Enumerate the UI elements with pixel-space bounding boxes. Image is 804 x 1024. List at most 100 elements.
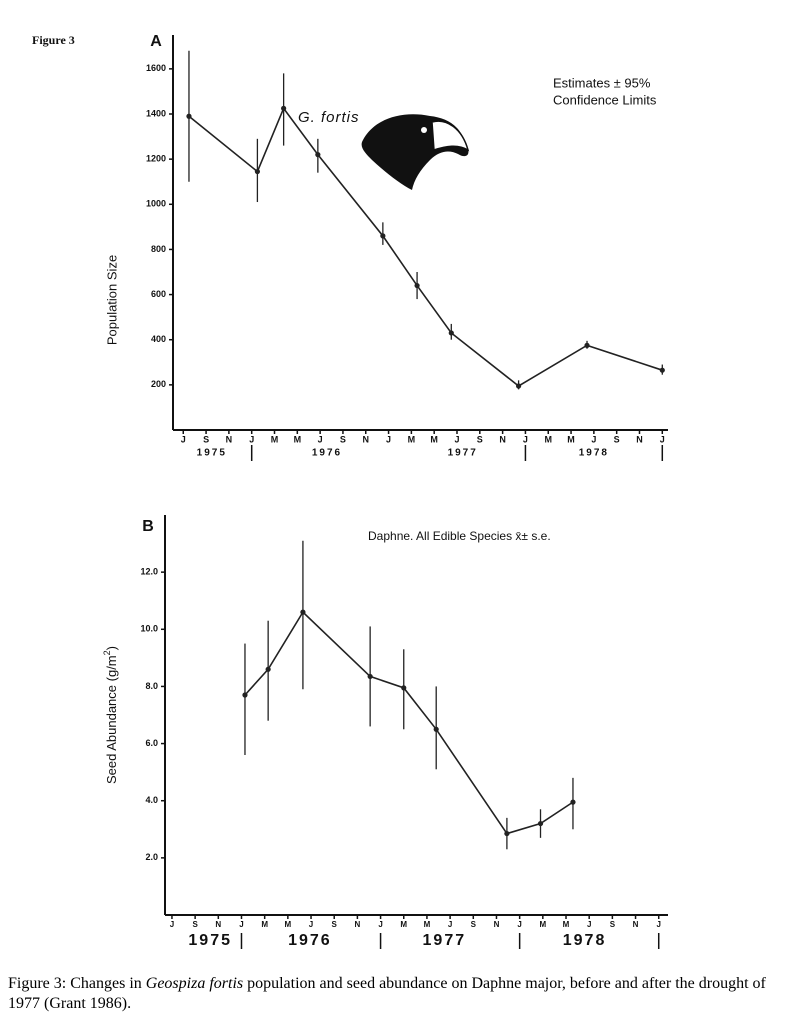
- x-tick-label: S: [614, 434, 620, 444]
- year-label: 1977: [423, 932, 467, 949]
- y-tick-label: 1400: [146, 108, 166, 118]
- data-point: [414, 282, 420, 289]
- data-point: [281, 105, 287, 111]
- y-tick-label: 2.0: [145, 852, 158, 862]
- y-tick-label: 200: [151, 379, 166, 389]
- x-tick-label: S: [192, 920, 198, 929]
- x-tick-label: J: [239, 920, 243, 929]
- year-label: 1977: [448, 448, 478, 459]
- x-tick-label: M: [294, 434, 302, 444]
- x-tick-label: J: [386, 434, 391, 444]
- data-line: [188, 106, 663, 387]
- y-tick-label: 1600: [146, 63, 166, 73]
- data-point: [367, 673, 373, 680]
- x-tick-label: S: [610, 920, 616, 929]
- year-label: 1975: [188, 932, 232, 949]
- x-tick-label: J: [587, 920, 591, 929]
- data-point: [300, 609, 306, 615]
- y-axis-label: Seed Abundance (g/m2): [102, 646, 119, 784]
- x-tick-label: J: [454, 434, 459, 444]
- y-axis-label-part: 2: [102, 650, 112, 655]
- x-tick-label: M: [400, 920, 407, 929]
- y-tick-label: 12.0: [140, 567, 158, 577]
- data-point: [515, 383, 522, 389]
- data-point: [401, 685, 407, 691]
- x-tick-label: J: [657, 920, 661, 929]
- x-tick-label: J: [660, 434, 665, 444]
- y-tick-label: 10.0: [140, 624, 158, 634]
- data-line: [244, 610, 574, 835]
- data-point: [659, 367, 665, 373]
- x-tick-label: N: [633, 920, 639, 929]
- y-axis-label-part: ): [104, 646, 119, 650]
- caption-text: Figure 3: Changes in: [8, 975, 146, 992]
- y-tick-label: 800: [151, 244, 166, 254]
- data-point: [504, 830, 510, 837]
- x-tick-label: S: [471, 920, 477, 929]
- species-label: G. fortis: [298, 109, 360, 126]
- x-tick-label: S: [477, 434, 483, 444]
- panel-label: A: [150, 33, 162, 50]
- x-tick-label: M: [285, 920, 292, 929]
- x-tick-label: M: [271, 434, 279, 444]
- x-tick-label: M: [430, 434, 438, 444]
- x-tick-label: J: [249, 434, 254, 444]
- year-label: 1978: [563, 932, 607, 949]
- data-point: [380, 233, 386, 239]
- x-tick-label: J: [517, 920, 521, 929]
- caption-species: Geospiza fortis: [145, 975, 244, 992]
- y-axis-label: Population Size: [104, 255, 119, 345]
- y-tick-label: 6.0: [145, 738, 158, 748]
- y-tick-label: 4.0: [145, 795, 158, 805]
- x-tick-label: N: [636, 434, 643, 444]
- data-point: [584, 342, 590, 348]
- annotation: Confidence Limits: [553, 92, 657, 107]
- x-tick-label: N: [355, 920, 361, 929]
- data-point: [433, 726, 439, 732]
- data-point: [186, 113, 192, 119]
- x-tick-label: M: [544, 434, 552, 444]
- data-point: [448, 330, 454, 336]
- y-tick-label: 400: [151, 334, 166, 344]
- year-label: 1976: [312, 448, 342, 459]
- annotation: Estimates ± 95%: [553, 75, 651, 90]
- x-tick-label: S: [340, 434, 346, 444]
- x-tick-label: M: [408, 434, 416, 444]
- x-tick-label: J: [523, 434, 528, 444]
- x-tick-label: N: [215, 920, 221, 929]
- x-tick-label: J: [309, 920, 313, 929]
- y-tick-label: 1200: [146, 154, 166, 164]
- year-label: 1978: [579, 448, 609, 459]
- x-tick-label: J: [181, 434, 186, 444]
- x-tick-label: N: [363, 434, 370, 444]
- x-tick-label: M: [563, 920, 570, 929]
- x-tick-label: S: [203, 434, 209, 444]
- data-point: [315, 152, 321, 158]
- x-tick-label: N: [499, 434, 506, 444]
- figure: Figure 3 A 200 400 600 800 1000 1200 1400 1600 J S…: [32, 33, 668, 949]
- x-tick-label: M: [424, 920, 431, 929]
- bird-illustration: [361, 114, 470, 190]
- x-tick-label: M: [261, 920, 268, 929]
- x-tick-label: J: [378, 920, 382, 929]
- x-tick-label: J: [448, 920, 452, 929]
- x-tick-label: J: [170, 920, 174, 929]
- x-tick-label: N: [494, 920, 500, 929]
- x-tick-label: M: [539, 920, 546, 929]
- y-tick-label: 8.0: [145, 681, 158, 691]
- x-tick-label: J: [591, 434, 596, 444]
- data-point: [254, 168, 261, 175]
- panel-label: B: [142, 518, 154, 535]
- year-label: 1975: [197, 448, 227, 459]
- y-axis-label-part: Seed Abundance (g/m: [104, 655, 119, 784]
- data-point: [570, 799, 576, 805]
- x-tick-label: M: [567, 434, 575, 444]
- data-point: [242, 692, 248, 698]
- annotation: Daphne. All Edible Species x̄± s.e.: [368, 529, 551, 543]
- x-tick-label: J: [318, 434, 323, 444]
- x-tick-label: S: [332, 920, 338, 929]
- data-point: [265, 666, 271, 672]
- figure-label: Figure 3: [32, 33, 75, 47]
- data-point: [537, 820, 544, 827]
